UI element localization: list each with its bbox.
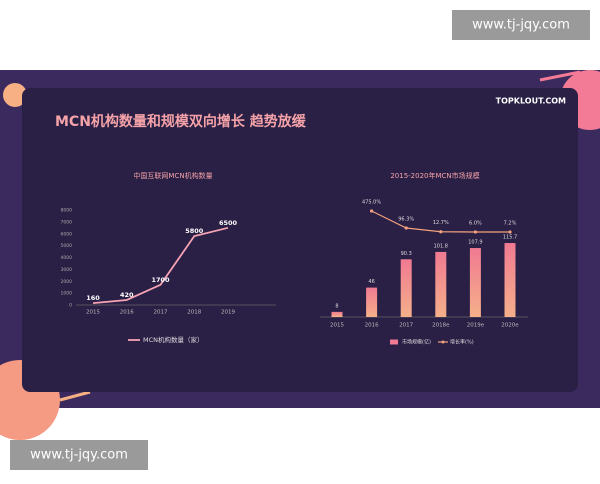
x-tick-label: 2019 (221, 310, 235, 316)
y-tick-label: 5000 (61, 243, 73, 249)
x-tick-label: 2017 (399, 323, 413, 329)
x-tick-label: 2020e (501, 323, 519, 329)
data-label: 115.7 (503, 235, 517, 241)
watermark-box (10, 440, 148, 470)
x-tick-label: 2018 (187, 310, 201, 316)
legend-swatch (390, 339, 398, 345)
decor-line (539, 70, 581, 82)
x-tick-label: 2017 (154, 310, 168, 316)
y-tick-label: 8000 (61, 208, 73, 214)
decor-circle (3, 83, 27, 107)
bar (435, 251, 447, 317)
bar (504, 243, 516, 317)
growth-dot (404, 226, 408, 230)
growth-dot (473, 230, 477, 234)
legend-label: 增长率(%) (450, 339, 474, 346)
y-tick-label: 1000 (61, 291, 73, 297)
bar (366, 287, 378, 317)
data-label: 5800 (185, 227, 204, 235)
chart-title: 2015-2020年MCN市场规模 (390, 171, 479, 180)
card (22, 88, 578, 392)
growth-dot (508, 230, 512, 234)
bar (400, 259, 412, 317)
decor-line (59, 390, 91, 402)
series-line (92, 226, 229, 304)
data-label: 160 (86, 294, 100, 302)
y-tick-label: 0 (69, 303, 72, 309)
x-tick-label: 2016 (120, 310, 134, 316)
y-tick-label: 3000 (61, 267, 73, 273)
y-tick-label: 4000 (61, 255, 73, 261)
data-label: 101.8 (434, 243, 448, 249)
bar (469, 248, 481, 317)
slide-title: MCN机构数量和规模双向增长 趋势放缓 (55, 113, 307, 130)
legend-label: 市场规模(亿) (402, 339, 431, 346)
watermark-box (452, 10, 590, 40)
data-label: 420 (120, 291, 134, 299)
data-label: 96.3% (398, 216, 414, 222)
legend-label: MCN机构数量（家） (143, 335, 204, 344)
growth-dot (439, 230, 443, 234)
data-label: 90.3 (401, 251, 412, 257)
data-label: 8 (335, 303, 338, 309)
logo: TOPKLOUT.COM (496, 97, 566, 106)
data-label: 46 (368, 279, 374, 285)
legend-dot (441, 340, 445, 344)
x-tick-label: 2015 (330, 323, 344, 329)
x-tick-label: 2016 (365, 323, 379, 329)
data-label: 1700 (151, 276, 170, 284)
x-tick-label: 2019e (467, 323, 485, 329)
y-tick-label: 2000 (61, 279, 73, 285)
growth-dot (370, 209, 374, 213)
data-label: 12.7% (433, 220, 449, 226)
y-tick-label: 6000 (61, 231, 73, 237)
y-tick-label: 7000 (61, 219, 73, 225)
watermark: www.tj-jqy.com (30, 448, 128, 463)
x-tick-label: 2018e (432, 323, 450, 329)
data-label: 107.9 (468, 240, 482, 246)
bar (331, 311, 343, 317)
data-label: 475.0% (362, 200, 381, 206)
data-label: 6.0% (469, 221, 482, 227)
data-label: 7.2% (504, 220, 517, 226)
data-label: 6500 (219, 219, 238, 227)
watermark: www.tj-jqy.com (472, 18, 570, 33)
x-tick-label: 2015 (86, 310, 100, 316)
chart-title: 中国互联网MCN机构数量 (133, 171, 212, 180)
